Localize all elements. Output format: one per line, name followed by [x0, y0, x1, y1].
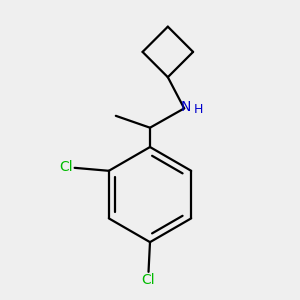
Text: Cl: Cl	[142, 273, 155, 287]
Text: N: N	[181, 100, 191, 114]
Text: H: H	[194, 103, 203, 116]
Text: Cl: Cl	[59, 160, 73, 174]
